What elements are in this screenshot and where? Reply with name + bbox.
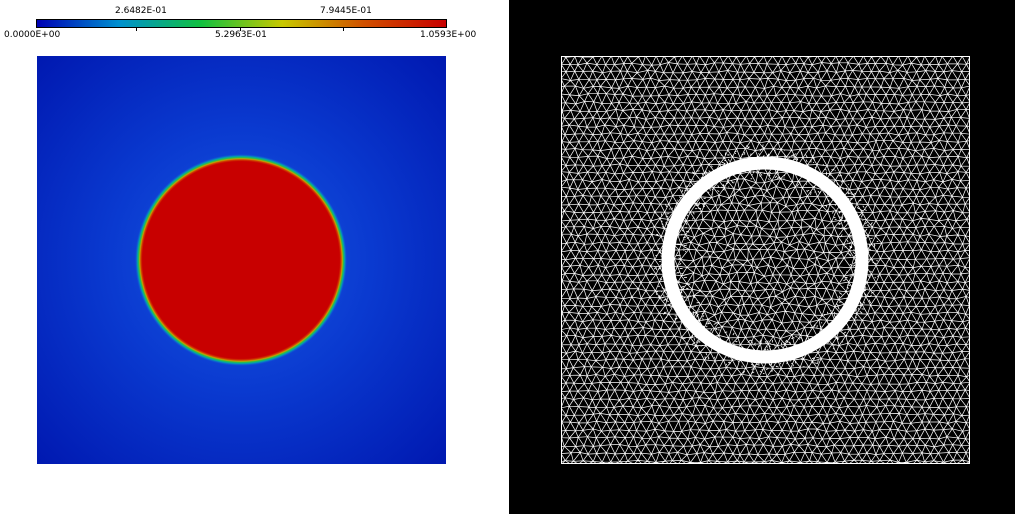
mesh-edges bbox=[561, 56, 970, 464]
colorbar-label-mid: 5.2963E-01 bbox=[215, 30, 267, 40]
mesh-boundary bbox=[561, 56, 970, 464]
field-view-panel: 2.6482E-01 7.9445E-01 0.0000E+00 5.2963E… bbox=[4, 6, 477, 464]
colorbar-label-min: 0.0000E+00 bbox=[4, 30, 61, 40]
colorbar-label-max: 1.0593E+00 bbox=[420, 30, 477, 40]
colorbar-label-top-2: 7.9445E-01 bbox=[320, 6, 372, 16]
mesh-wireframe-svg bbox=[561, 56, 970, 464]
colorbar-tick bbox=[343, 27, 344, 31]
colorbar-tick bbox=[136, 27, 137, 31]
field-contour-plot bbox=[37, 56, 446, 464]
colorbar-label-top-1: 2.6482E-01 bbox=[115, 6, 167, 16]
field-inclusion-disc bbox=[135, 154, 347, 366]
colorbar bbox=[36, 19, 447, 28]
mesh-transition-edges bbox=[649, 144, 880, 375]
mesh-plot bbox=[561, 56, 970, 464]
mesh-refined-ring bbox=[661, 156, 869, 364]
colorbar-tick bbox=[240, 27, 241, 31]
field-contour-svg bbox=[37, 56, 446, 464]
